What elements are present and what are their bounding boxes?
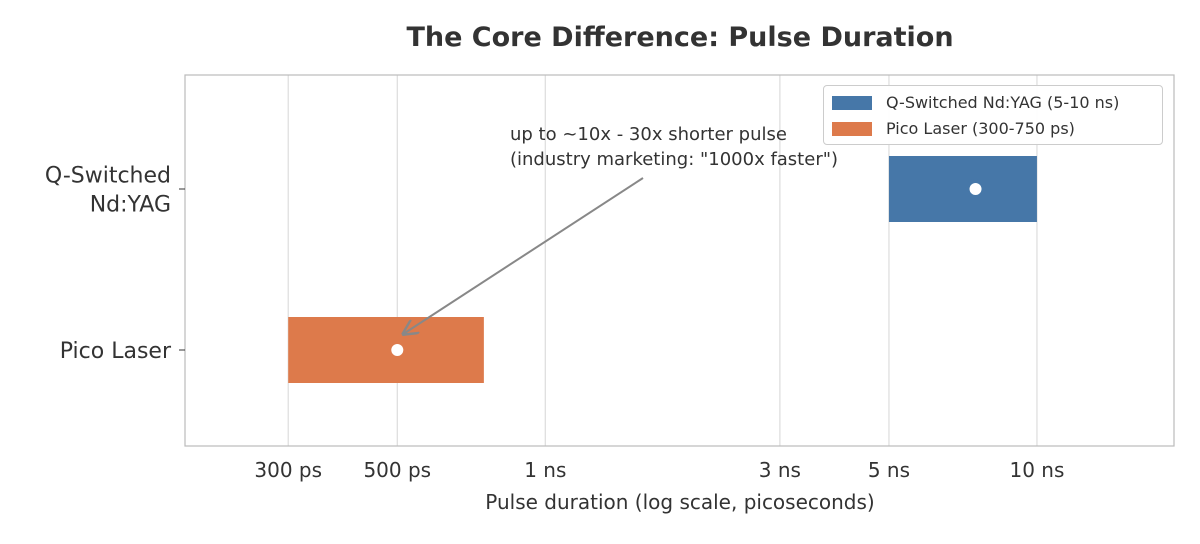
x-tick-label: 5 ns	[868, 458, 910, 482]
chart-title: The Core Difference: Pulse Duration	[406, 22, 953, 53]
midpoint-markers	[387, 179, 986, 360]
annotation-arrow	[403, 177, 644, 334]
legend-label-pico: Pico Laser (300-750 ps)	[886, 119, 1075, 138]
midpoint-marker-qswitched	[965, 179, 986, 199]
y-tick-label: Nd:YAG	[90, 193, 171, 218]
annotation-text: (industry marketing: "1000x faster")	[510, 149, 838, 170]
plot-frame	[184, 74, 1175, 447]
bar-qswitched	[888, 156, 1037, 222]
y-axis-ticks: Q-Switched Nd:YAG Pico Laser	[45, 164, 185, 364]
legend-swatch-qswitched	[832, 95, 872, 110]
annotation: up to ~10x - 30x shorter pulse (industry …	[403, 124, 838, 334]
y-tick-label: Pico Laser	[60, 339, 172, 364]
bars	[288, 156, 1037, 383]
midpoint-marker-pico	[387, 340, 408, 360]
y-tick-label: Q-Switched	[45, 164, 171, 189]
legend-item-pico: Pico Laser (300-750 ps)	[832, 119, 1075, 138]
x-tick-label: 10 ns	[1009, 458, 1064, 482]
legend-item-qswitched: Q-Switched Nd:YAG (5-10 ns)	[832, 93, 1119, 112]
x-tick-label: 500 ps	[363, 458, 431, 482]
x-tick-label: 3 ns	[759, 458, 801, 482]
legend-label-qswitched: Q-Switched Nd:YAG (5-10 ns)	[886, 93, 1120, 112]
legend: Q-Switched Nd:YAG (5-10 ns) Pico Laser (…	[823, 85, 1163, 145]
bar-pico	[288, 317, 484, 383]
legend-swatch-pico	[832, 121, 872, 136]
x-axis-ticks: 300 ps 500 ps 1 ns 3 ns 5 ns 10 ns	[254, 458, 1064, 482]
annotation-text: up to ~10x - 30x shorter pulse	[510, 124, 787, 145]
x-tick-label: 1 ns	[524, 458, 566, 482]
x-tick-label: 300 ps	[254, 458, 322, 482]
x-axis-label: Pulse duration (log scale, picoseconds)	[485, 490, 874, 514]
